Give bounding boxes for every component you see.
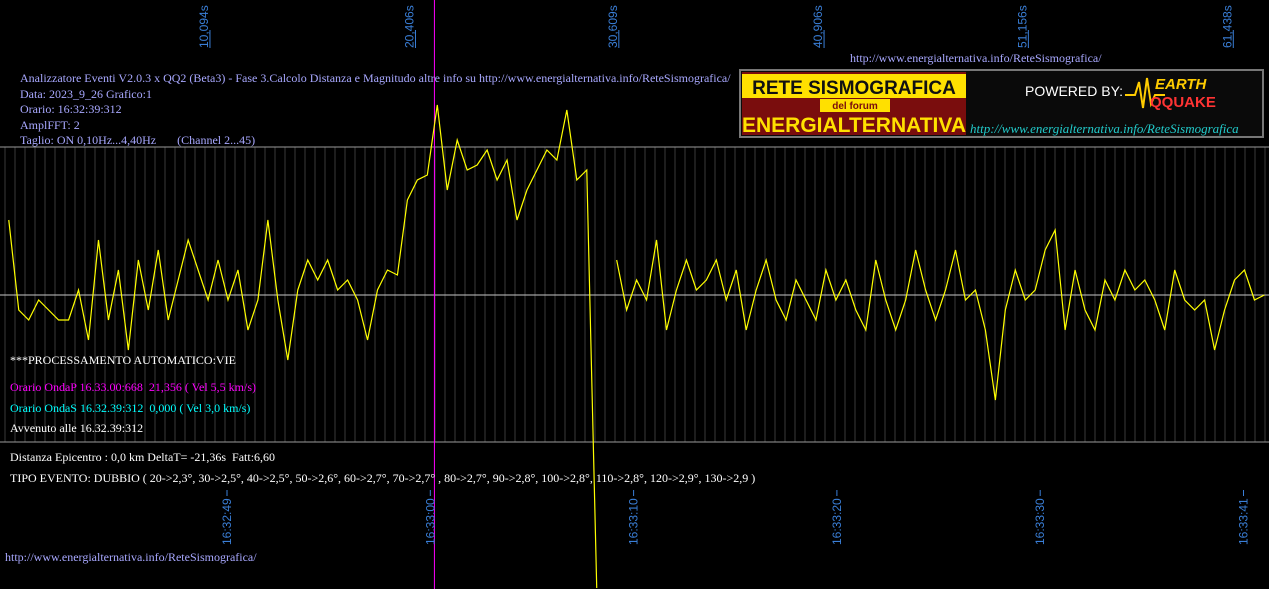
texts: Analizzatore Eventi V2.0.3 x QQ2 (Beta3)… xyxy=(5,5,1250,564)
logo-forum: del forum xyxy=(832,101,878,112)
logo-title: RETE SISMOGRAFICA xyxy=(752,78,956,99)
x-tick-label: 20,406s xyxy=(402,5,416,48)
logo-yellow xyxy=(742,74,966,98)
wave-s: Orario OndaS 16.32.39:312 0,000 ( Vel 3,… xyxy=(10,401,250,415)
x2-tick-label: 16:32:49 xyxy=(220,498,234,545)
event-type: TIPO EVENTO: DUBBIO ( 20->2,3°, 30->2,5°… xyxy=(10,471,755,485)
x-tick-label: 40,906s xyxy=(811,5,825,48)
logo: RETE SISMOGRAFICA del forum ENERGIALTERN… xyxy=(739,69,1264,138)
logo-brand: ENERGIALTERNATIVA xyxy=(742,114,966,137)
header-line: Orario: 16:32:39:312 xyxy=(20,102,122,116)
x-tick-label: 30,609s xyxy=(606,5,620,48)
x2-tick-label: 16:33:00 xyxy=(423,498,437,545)
wave-p: Orario OndaP 16.33.00:668 21,356 ( Vel 5… xyxy=(10,380,256,394)
x-tick-label: 51,156s xyxy=(1015,5,1029,48)
logo-quake: QQUAKE xyxy=(1150,94,1216,111)
x2-tick-label: 16:33:30 xyxy=(1033,498,1047,545)
processing: ***PROCESSAMENTO AUTOMATICO:VIE xyxy=(10,353,236,367)
logo-powered: POWERED BY: xyxy=(1025,83,1123,99)
logo-url: http://www.energialternativa.info/ReteSi… xyxy=(970,121,1239,136)
x-tick-label: 61,438s xyxy=(1220,5,1234,48)
x2-tick-label: 16:33:41 xyxy=(1236,498,1250,545)
header-line: Analizzatore Eventi V2.0.3 x QQ2 (Beta3)… xyxy=(20,71,731,85)
waveform xyxy=(8,104,1265,589)
occurred: Avvenuto alle 16.32.39:312 xyxy=(10,421,143,435)
header-line: AmplFFT: 2 xyxy=(20,118,80,132)
url: http://www.energialternativa.info/ReteSi… xyxy=(850,51,1102,65)
marks xyxy=(8,0,1265,589)
x2-tick-label: 16:33:20 xyxy=(830,498,844,545)
header-line: Data: 2023_9_26 Grafico:1 xyxy=(20,87,152,101)
logo-wave xyxy=(1125,77,1165,109)
header-line: Taglio: ON 0,10Hz...4,40Hz (Channel 2...… xyxy=(20,133,255,147)
url: http://www.energialternativa.info/ReteSi… xyxy=(5,550,257,564)
logo-earth: EARTH xyxy=(1155,76,1208,93)
distance: Distanza Epicentro : 0,0 km DeltaT= -21,… xyxy=(10,450,275,464)
x-tick-label: 10,094s xyxy=(197,5,211,48)
x2-tick-label: 16:33:10 xyxy=(627,498,641,545)
logo-yellow xyxy=(820,99,890,112)
